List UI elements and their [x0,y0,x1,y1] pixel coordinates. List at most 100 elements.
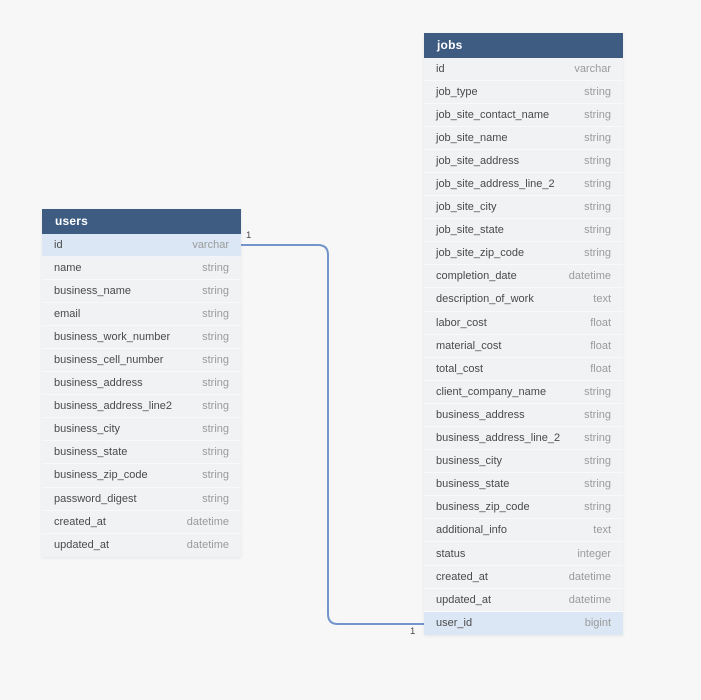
field-type: string [202,261,229,274]
field-type: string [584,247,611,260]
table-header-users[interactable]: users [42,209,241,234]
field-name: business_zip_code [54,469,148,482]
field-type: datetime [568,593,611,606]
table-row-password_digest[interactable]: password_digest string [42,487,241,511]
field-name: business_address [54,377,143,390]
field-name: business_address [436,408,525,421]
table-row-completion_date[interactable]: completion_date datetime [424,265,623,289]
field-type: text [593,524,611,537]
field-type: string [202,423,229,436]
table-row-id[interactable]: id varchar [42,233,241,257]
table-row-job_site_city[interactable]: job_site_city string [424,196,623,220]
table-row-business_address_line2[interactable]: business_address_line2 string [42,395,241,419]
table-row-job_site_address[interactable]: job_site_address string [424,149,623,173]
table-row-client_company_name[interactable]: client_company_name string [424,380,623,404]
table-row-updated_at[interactable]: updated_at datetime [424,588,623,612]
field-type: integer [577,547,611,560]
table-row-business_address[interactable]: business_address string [424,403,623,427]
field-type: string [202,354,229,367]
field-name: additional_info [436,524,507,537]
cardinality-label-source: 1 [246,230,252,241]
field-name: created_at [436,570,488,583]
field-name: updated_at [436,593,492,606]
table-jobs[interactable]: jobs id varchar job_type string job_site_con… [424,33,623,635]
table-row-created_at[interactable]: created_at datetime [424,565,623,589]
table-row-business_address_line_2[interactable]: business_address_line_2 string [424,427,623,451]
field-type: datetime [186,515,229,528]
field-name: password_digest [54,492,137,505]
field-type: string [584,201,611,214]
table-row-total_cost[interactable]: total_cost float [424,357,623,381]
field-name: job_site_city [436,201,497,214]
field-name: business_state [436,478,510,491]
field-name: business_zip_code [436,501,530,514]
field-type: string [584,178,611,191]
table-row-job_site_name[interactable]: job_site_name string [424,126,623,150]
field-type: string [584,131,611,144]
field-type: float [590,362,611,375]
table-rows-jobs: id varchar job_type string job_site_contact_… [424,57,623,635]
table-users[interactable]: users id varchar name string business_name st… [42,209,241,557]
field-name: job_site_contact_name [436,108,550,121]
field-name: business_city [54,423,121,436]
table-row-labor_cost[interactable]: labor_cost float [424,311,623,335]
table-row-job_type[interactable]: job_type string [424,80,623,104]
field-name: name [54,261,82,274]
table-row-business_address[interactable]: business_address string [42,372,241,396]
field-type: datetime [568,570,611,583]
field-name: job_type [436,85,478,98]
field-name: total_cost [436,362,484,375]
field-name: business_state [54,446,128,459]
field-type: string [584,501,611,514]
field-name: material_cost [436,339,502,352]
table-row-business_state[interactable]: business_state string [424,473,623,497]
field-type: string [202,307,229,320]
table-row-job_site_contact_name[interactable]: job_site_contact_name string [424,103,623,127]
field-type: string [584,108,611,121]
table-header-jobs[interactable]: jobs [424,33,623,58]
table-row-job_site_address_line_2[interactable]: job_site_address_line_2 string [424,172,623,197]
field-name: updated_at [54,539,110,552]
field-type: string [584,385,611,398]
table-row-business_work_number[interactable]: business_work_number string [42,325,241,349]
field-name: completion_date [436,270,517,283]
field-type: bigint [584,617,611,630]
field-type: datetime [568,270,611,283]
table-title: jobs [437,38,463,53]
table-row-business_city[interactable]: business_city string [424,450,623,474]
table-row-updated_at[interactable]: updated_at datetime [42,533,241,557]
table-row-id[interactable]: id varchar [424,57,623,81]
table-row-business_zip_code[interactable]: business_zip_code string [42,464,241,488]
table-row-job_site_state[interactable]: job_site_state string [424,219,623,243]
table-row-business_cell_number[interactable]: business_cell_number string [42,348,241,373]
field-name: user_id [436,617,473,630]
table-rows-users: id varchar name string business_name string em… [42,233,241,557]
field-name: status [436,547,466,560]
table-row-user_id[interactable]: user_id bigint [424,611,623,635]
table-row-business_zip_code[interactable]: business_zip_code string [424,496,623,520]
table-row-created_at[interactable]: created_at datetime [42,510,241,534]
table-row-status[interactable]: status integer [424,542,623,566]
field-type: string [202,492,229,505]
field-name: business_address_line_2 [436,432,561,445]
field-name: created_at [54,515,106,528]
table-row-email[interactable]: email string [42,302,241,326]
field-name: business_name [54,284,132,297]
table-row-job_site_zip_code[interactable]: job_site_zip_code string [424,242,623,266]
table-row-business_city[interactable]: business_city string [42,418,241,442]
field-type: varchar [192,238,229,251]
table-row-material_cost[interactable]: material_cost float [424,334,623,358]
table-row-description_of_work[interactable]: description_of_work text [424,288,623,312]
table-row-additional_info[interactable]: additional_info text [424,519,623,543]
field-type: string [202,446,229,459]
table-row-business_name[interactable]: business_name string [42,279,241,303]
field-name: client_company_name [436,385,547,398]
table-row-business_state[interactable]: business_state string [42,441,241,465]
table-row-name[interactable]: name string [42,256,241,280]
table-title: users [55,214,89,229]
field-type: string [584,478,611,491]
field-name: business_cell_number [54,354,164,367]
field-type: float [590,339,611,352]
